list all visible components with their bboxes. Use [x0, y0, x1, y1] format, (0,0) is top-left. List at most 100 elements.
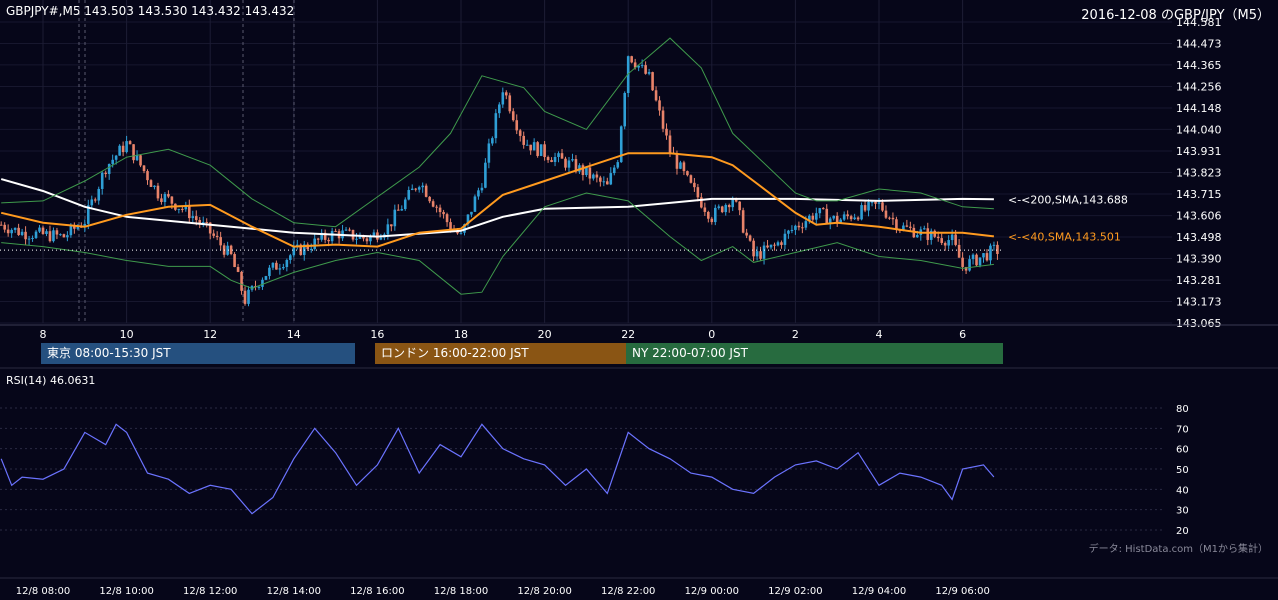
- candle-body: [480, 187, 484, 191]
- candle-body: [853, 217, 856, 220]
- candle-body: [449, 222, 452, 231]
- candle-body: [41, 227, 45, 234]
- candle-body: [975, 254, 978, 266]
- candle-body: [992, 244, 996, 246]
- candle-body: [212, 233, 215, 236]
- rsi-label: RSI(14) 46.0631: [6, 374, 96, 387]
- candle-body: [731, 198, 734, 208]
- candle-body: [132, 144, 135, 161]
- candle-body: [48, 231, 52, 242]
- candle-body: [90, 199, 94, 206]
- candle-body: [529, 144, 532, 151]
- header-title: 2016-12-08 のGBP/JPY（M5）: [1081, 8, 1270, 23]
- candle-body: [940, 238, 943, 243]
- candle-body: [508, 95, 512, 112]
- candle-body: [867, 202, 870, 211]
- candle-body: [689, 175, 693, 183]
- time-axis-tick-label: 12/8 18:00: [434, 586, 488, 597]
- candle-body: [968, 259, 971, 271]
- price-x-tick-label: 20: [538, 328, 552, 341]
- candle-body: [31, 237, 34, 239]
- candle-body: [971, 254, 975, 260]
- candle-body: [588, 167, 592, 179]
- candle-body: [201, 222, 205, 224]
- candle-body: [933, 230, 937, 237]
- candle-body: [282, 267, 285, 269]
- candle-body: [511, 111, 515, 121]
- candle-body: [592, 174, 595, 179]
- rsi-y-tick-label: 80: [1176, 404, 1189, 415]
- candle-body: [780, 242, 783, 245]
- candle-body: [149, 180, 153, 187]
- candle-body: [982, 253, 985, 258]
- candle-body: [146, 171, 149, 181]
- candle-body: [38, 227, 41, 232]
- candle-body: [762, 245, 766, 259]
- session-london: ロンドン 16:00-22:00 JST: [375, 343, 626, 364]
- candle-body: [292, 247, 296, 256]
- price-y-tick-label: 143.390: [1176, 252, 1222, 265]
- candle-body: [766, 245, 769, 248]
- candle-body: [619, 126, 623, 163]
- candle-body: [0, 224, 3, 226]
- candle-body: [696, 187, 700, 198]
- candle-body: [181, 208, 184, 210]
- candle-body: [769, 244, 773, 248]
- candle-body: [874, 201, 877, 204]
- candle-body: [599, 177, 602, 182]
- bollinger-upper-line: [1, 37, 994, 228]
- candle-body: [501, 92, 505, 105]
- candle-body: [842, 214, 846, 220]
- candle-body: [522, 135, 525, 145]
- candle-body: [184, 204, 188, 210]
- candle-body: [929, 230, 933, 240]
- time-axis-tick-label: 12/9 06:00: [935, 586, 989, 597]
- candle-body: [410, 188, 414, 191]
- candle-body: [323, 232, 327, 240]
- candle-body: [839, 219, 842, 224]
- candle-body: [205, 222, 209, 224]
- candle-body: [936, 236, 940, 239]
- candle-body: [118, 145, 121, 156]
- candle-body: [156, 185, 160, 199]
- candle-body: [93, 199, 97, 201]
- candle-body: [609, 173, 613, 185]
- candle-body: [815, 213, 818, 220]
- candle-body: [125, 141, 128, 153]
- candle-body: [194, 216, 198, 221]
- candle-body: [909, 226, 912, 228]
- candle-body: [916, 235, 919, 238]
- candle-body: [55, 230, 59, 235]
- candle-body: [693, 182, 696, 188]
- candle-body: [926, 228, 930, 240]
- candle-body: [73, 225, 76, 229]
- candle-body: [752, 240, 755, 257]
- time-axis-tick-label: 12/8 14:00: [267, 586, 321, 597]
- candle-body: [271, 262, 275, 268]
- candle-body: [574, 159, 578, 172]
- candle-body: [268, 267, 271, 277]
- candle-body: [438, 207, 442, 213]
- candle-body: [379, 237, 383, 240]
- candle-body: [191, 216, 195, 219]
- candle-body: [456, 230, 459, 234]
- candle-body: [215, 235, 219, 238]
- bollinger-lower-line: [1, 192, 994, 295]
- candle-body: [630, 56, 633, 63]
- candle-body: [327, 239, 330, 242]
- candle-body: [835, 215, 839, 224]
- candle-body: [675, 154, 679, 169]
- price-y-tick-label: 143.931: [1176, 145, 1222, 158]
- candle-body: [821, 208, 825, 210]
- candle-body: [546, 157, 550, 161]
- time-axis-tick-label: 12/9 00:00: [685, 586, 739, 597]
- candle-body: [849, 216, 853, 220]
- candle-body: [219, 237, 222, 246]
- rsi-y-tick-label: 50: [1176, 465, 1189, 476]
- candle-body: [741, 210, 745, 233]
- price-x-tick-label: 14: [287, 328, 301, 341]
- candle-body: [240, 271, 243, 291]
- candle-body: [414, 188, 418, 190]
